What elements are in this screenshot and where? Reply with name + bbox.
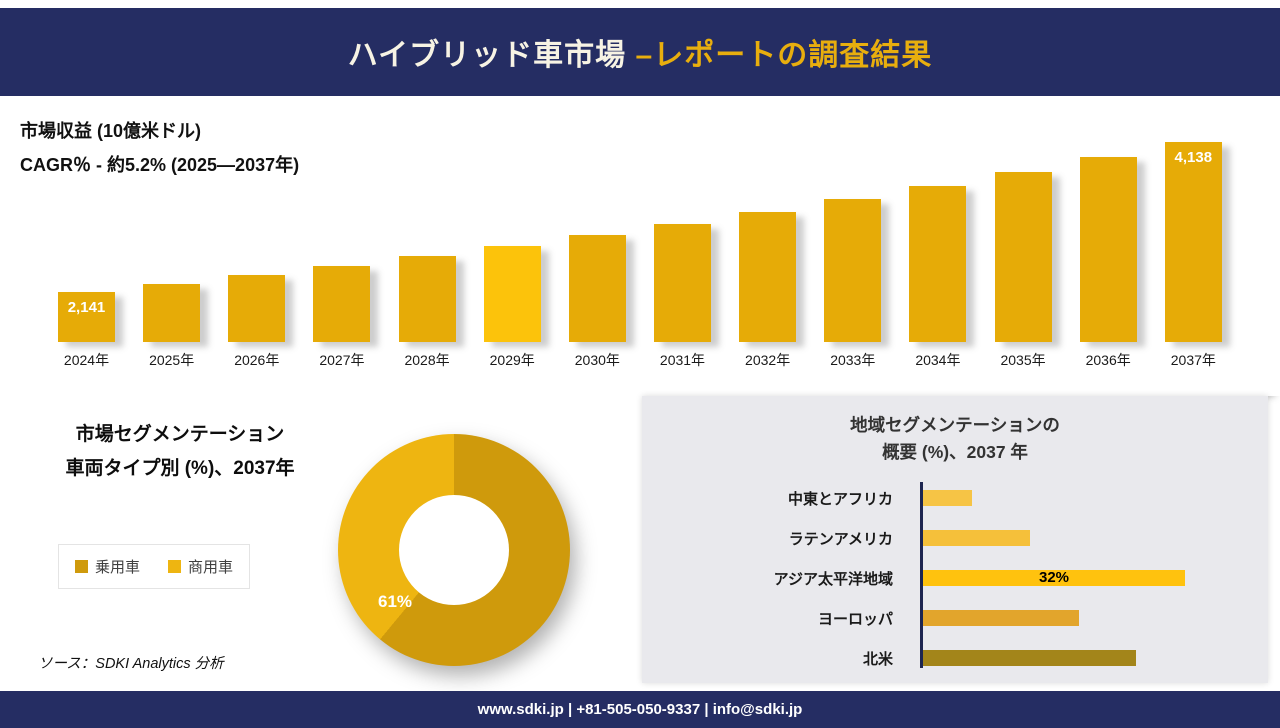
revenue-bar-group: 2032年 (739, 130, 797, 370)
footer-contact-text: www.sdki.jp | +81-505-050-9337 | info@sd… (477, 701, 803, 718)
revenue-bar (398, 256, 456, 342)
revenue-bar: 2,141 (58, 292, 115, 342)
region-panel-title: 地域セグメンテーションの 概要 (%)、2037 年 (642, 412, 1268, 466)
x-axis-label: 2029年 (489, 352, 535, 368)
legend-item: 乗用車 (75, 556, 140, 577)
region-bar-value-label: 32% (1038, 569, 1070, 587)
page-title-accent: –レポートの調査結果 (635, 39, 933, 72)
revenue-bar (1079, 157, 1137, 342)
region-segmentation-panel: 地域セグメンテーションの 概要 (%)、2037 年 中東とアフリカ ラテンアメリ… (642, 396, 1268, 683)
region-label: 北米 (862, 650, 893, 668)
revenue-bar-group: 4,138 2037年 (1164, 130, 1222, 370)
revenue-bar (824, 199, 882, 342)
region-panel-title-line2: 概要 (%)、2037 年 (882, 442, 1028, 463)
region-row: 中東とアフリカ (642, 478, 1268, 518)
x-axis-label: 2035年 (1000, 352, 1046, 368)
revenue-bar-group: 2036年 (1079, 130, 1137, 370)
region-bar-wrap (908, 530, 1030, 547)
legend-swatch (75, 560, 88, 573)
region-label: ラテンアメリカ (788, 530, 893, 548)
region-bar-wrap (908, 610, 1079, 627)
vehicle-segmentation-panel: 市場セグメンテーション 車両タイプ別 (%)、2037年 乗用車 商用車 61% … (0, 396, 642, 683)
x-axis-label: 2032年 (745, 352, 791, 368)
revenue-bar-group: 2031年 (653, 130, 711, 370)
revenue-bar (143, 284, 201, 342)
region-bar (923, 650, 1136, 667)
revenue-bar (228, 275, 286, 342)
revenue-bar (483, 246, 541, 342)
bar-value-label: 2,141 (67, 299, 106, 316)
source-note: ソース：SDKI Analytics 分析 (38, 656, 224, 672)
bar-value-label: 4,138 (1174, 149, 1213, 166)
revenue-bar-chart: 2,141 2024年 2025年 2026年 2027年 2028年 2029年 2030年… (58, 130, 1222, 370)
x-axis-label: 2026年 (234, 352, 280, 368)
revenue-chart-section: 市場収益 (10億米ドル) CAGR％ - 約5.2% (2025―2037年)… (0, 96, 1280, 396)
region-bar (923, 610, 1079, 627)
x-axis-label: 2030年 (574, 352, 620, 368)
vehicle-segmentation-title-line1: 市場セグメンテーション (75, 424, 285, 445)
legend-label: 商用車 (188, 559, 234, 576)
region-bar-wrap: 32% (908, 569, 1185, 587)
report-header: ハイブリッド車市場 –レポートの調査結果 (0, 8, 1280, 96)
region-bar-wrap (908, 650, 1136, 667)
region-row: アジア太平洋地域 32% (642, 558, 1268, 598)
region-bar (923, 530, 1030, 547)
legend-label: 乗用車 (95, 559, 141, 576)
x-axis-label: 2031年 (659, 352, 706, 368)
x-axis-label: 2025年 (149, 352, 195, 368)
vehicle-segmentation-title-line2: 車両タイプ別 (%)、2037年 (65, 458, 295, 480)
revenue-bar: 4,138 (1164, 142, 1222, 342)
cagr-label: CAGR％ - 約5.2% (2025―2037年) (20, 155, 300, 176)
revenue-unit-label: 市場収益 (10億米ドル) (20, 121, 202, 141)
legend-item: 商用車 (168, 556, 233, 577)
revenue-chart-caption: 市場収益 (10億米ドル) CAGR％ - 約5.2% (2025―2037年) (20, 114, 299, 182)
x-axis-label: 2024年 (63, 352, 110, 368)
region-row: ラテンアメリカ (642, 518, 1268, 558)
region-row: 北米 (642, 638, 1268, 678)
legend-swatch (168, 560, 182, 573)
donut-legend: 乗用車 商用車 (58, 544, 251, 589)
revenue-bar-group: 2028年 (398, 130, 456, 370)
region-label: ヨーロッパ (817, 610, 893, 628)
revenue-bar-group: 2034年 (909, 130, 967, 370)
revenue-bar-group: 2025年 (143, 130, 201, 370)
revenue-bar-group: 2,141 2024年 (58, 130, 115, 370)
region-row: ヨーロッパ (642, 598, 1268, 638)
contact-footer: www.sdki.jp | +81-505-050-9337 | info@sd… (0, 691, 1280, 728)
x-axis-label: 2036年 (1085, 352, 1131, 368)
revenue-bar-group: 2029年 (483, 130, 541, 370)
region-bar: 32% (923, 569, 1185, 587)
revenue-bar (568, 235, 626, 342)
page-title: ハイブリッド車市場 –レポートの調査結果 (348, 30, 932, 74)
revenue-bar-group: 2035年 (994, 130, 1052, 370)
revenue-bar-group: 2027年 (313, 130, 371, 370)
x-axis-label: 2033年 (830, 352, 876, 368)
x-axis-label: 2034年 (915, 352, 961, 368)
revenue-bar-group: 2030年 (568, 130, 626, 370)
revenue-bar (653, 224, 711, 342)
region-label: 中東とアフリカ (787, 490, 893, 508)
donut-percentage-label: 61% (378, 592, 413, 611)
x-axis-label: 2028年 (404, 352, 450, 368)
revenue-bar (909, 186, 967, 342)
region-bar (923, 490, 972, 507)
region-panel-title-line1: 地域セグメンテーションの (850, 415, 1060, 435)
vehicle-type-donut-chart: 61% (338, 434, 570, 666)
x-axis-label: 2027年 (319, 352, 365, 368)
revenue-bar (739, 212, 797, 342)
revenue-bar (313, 266, 371, 342)
region-label: アジア太平洋地域 (773, 570, 893, 588)
region-bar-wrap (908, 490, 972, 507)
x-axis-label: 2037年 (1170, 352, 1216, 368)
revenue-bar-group: 2033年 (824, 130, 882, 370)
revenue-bar-group: 2026年 (228, 130, 286, 370)
page-title-main: ハイブリッド車市場 (347, 39, 636, 72)
bottom-section: 市場セグメンテーション 車両タイプ別 (%)、2037年 乗用車 商用車 61% … (0, 396, 1280, 683)
revenue-bar (994, 172, 1052, 342)
region-hbar-chart: 中東とアフリカ ラテンアメリカアジア太平洋地域 32% ヨーロッパ北米 (642, 478, 1268, 678)
vehicle-segmentation-title: 市場セグメンテーション 車両タイプ別 (%)、2037年 (30, 418, 330, 486)
